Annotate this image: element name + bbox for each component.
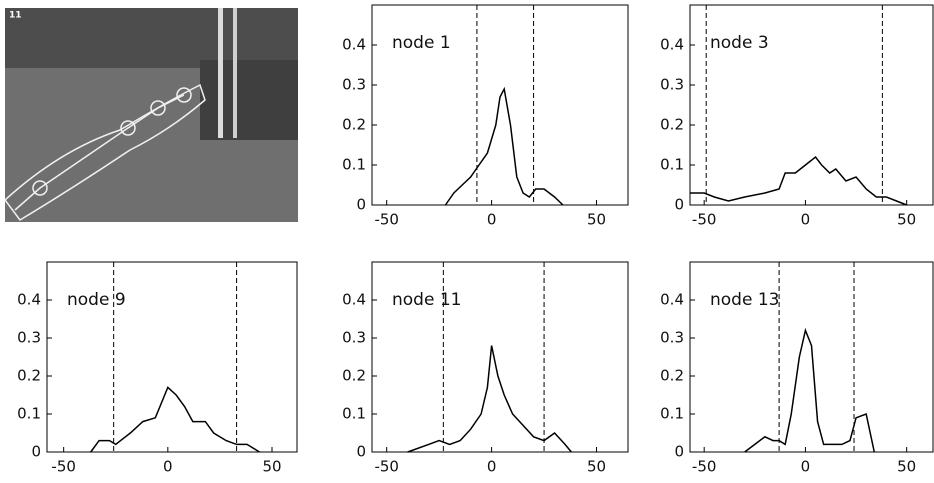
x-tick-label: 0 xyxy=(487,458,497,476)
y-tick-label: 0.3 xyxy=(17,329,41,347)
y-tick-label: 0.2 xyxy=(342,367,366,385)
plot-frame xyxy=(371,4,629,206)
x-tick-label: 0 xyxy=(487,211,497,229)
photo-node xyxy=(176,87,192,103)
plot-frame xyxy=(689,4,934,206)
y-tick-label: 0 xyxy=(356,443,366,461)
data-line xyxy=(90,386,260,453)
x-tick-label: 50 xyxy=(587,211,606,229)
photo-building xyxy=(200,60,298,140)
y-tick-label: 0.1 xyxy=(342,156,366,174)
node-label: node 11 xyxy=(392,290,461,310)
y-tick-label: 0.4 xyxy=(342,291,366,309)
x-tick-label: 0 xyxy=(163,458,173,476)
y-tick-label: 0 xyxy=(674,196,684,214)
photo-node xyxy=(150,100,166,116)
x-tick-label: -50 xyxy=(692,211,717,229)
plot-frame xyxy=(46,261,298,453)
x-tick-label: -50 xyxy=(374,211,399,229)
y-tick-label: 0.1 xyxy=(342,405,366,423)
y-tick-label: 0.2 xyxy=(660,367,684,385)
node-label: node 3 xyxy=(710,33,769,53)
x-tick-label: 0 xyxy=(801,458,811,476)
x-tick-label: -50 xyxy=(692,458,717,476)
photo-label: 11 xyxy=(9,11,22,21)
x-tick-label: -50 xyxy=(374,458,399,476)
plot-frame xyxy=(689,261,934,453)
chart-panel: 0 0.1 0.2 0.3 0.4 -50 0 50 node 13 xyxy=(660,261,934,476)
y-tick-label: 0.1 xyxy=(660,405,684,423)
y-tick-label: 0.3 xyxy=(342,76,366,94)
data-line xyxy=(407,345,572,453)
y-tick-label: 0 xyxy=(356,196,366,214)
y-tick-label: 0.4 xyxy=(660,291,684,309)
photo-node xyxy=(120,120,136,136)
chart-panel: 0 0.1 0.2 0.3 0.4 -50 0 50 node 1 xyxy=(342,4,629,229)
chart-panel: 0 0.1 0.2 0.3 0.4 -50 0 50 node 9 xyxy=(17,261,298,476)
x-tick-label: 50 xyxy=(897,458,916,476)
node-label: node 9 xyxy=(67,290,126,310)
photo-pole xyxy=(218,8,223,138)
chart-panel: 0 0.1 0.2 0.3 0.4 -50 0 50 node 11 xyxy=(342,261,629,476)
y-tick-label: 0.4 xyxy=(17,291,41,309)
photo-pole xyxy=(233,8,237,138)
data-line xyxy=(744,327,876,453)
photo: 11 xyxy=(3,8,298,222)
x-tick-label: 50 xyxy=(587,458,606,476)
y-tick-label: 0.2 xyxy=(660,116,684,134)
y-tick-label: 0.4 xyxy=(342,36,366,54)
y-tick-label: 0.3 xyxy=(342,329,366,347)
plot-frame xyxy=(371,261,629,453)
y-tick-label: 0.3 xyxy=(660,76,684,94)
data-line xyxy=(690,155,907,206)
y-tick-label: 0.2 xyxy=(342,116,366,134)
y-tick-label: 0.3 xyxy=(660,329,684,347)
x-tick-label: -50 xyxy=(51,458,76,476)
node-label: node 1 xyxy=(392,33,451,53)
photo-region xyxy=(3,83,206,221)
y-tick-label: 0 xyxy=(31,443,41,461)
photo-buildings xyxy=(5,8,298,68)
photo-node xyxy=(32,180,48,196)
photo-path xyxy=(14,94,185,211)
y-tick-label: 0 xyxy=(674,443,684,461)
x-tick-label: 50 xyxy=(262,458,281,476)
x-tick-label: 50 xyxy=(897,211,916,229)
x-tick-label: 0 xyxy=(801,211,811,229)
y-tick-label: 0.2 xyxy=(17,367,41,385)
y-tick-label: 0.1 xyxy=(660,156,684,174)
y-tick-label: 0.4 xyxy=(660,36,684,54)
node-label: node 13 xyxy=(710,290,779,310)
data-line xyxy=(444,86,564,206)
chart-panel: 0 0.1 0.2 0.3 0.4 -50 0 50 node 3 xyxy=(660,4,934,229)
y-tick-label: 0.1 xyxy=(17,405,41,423)
